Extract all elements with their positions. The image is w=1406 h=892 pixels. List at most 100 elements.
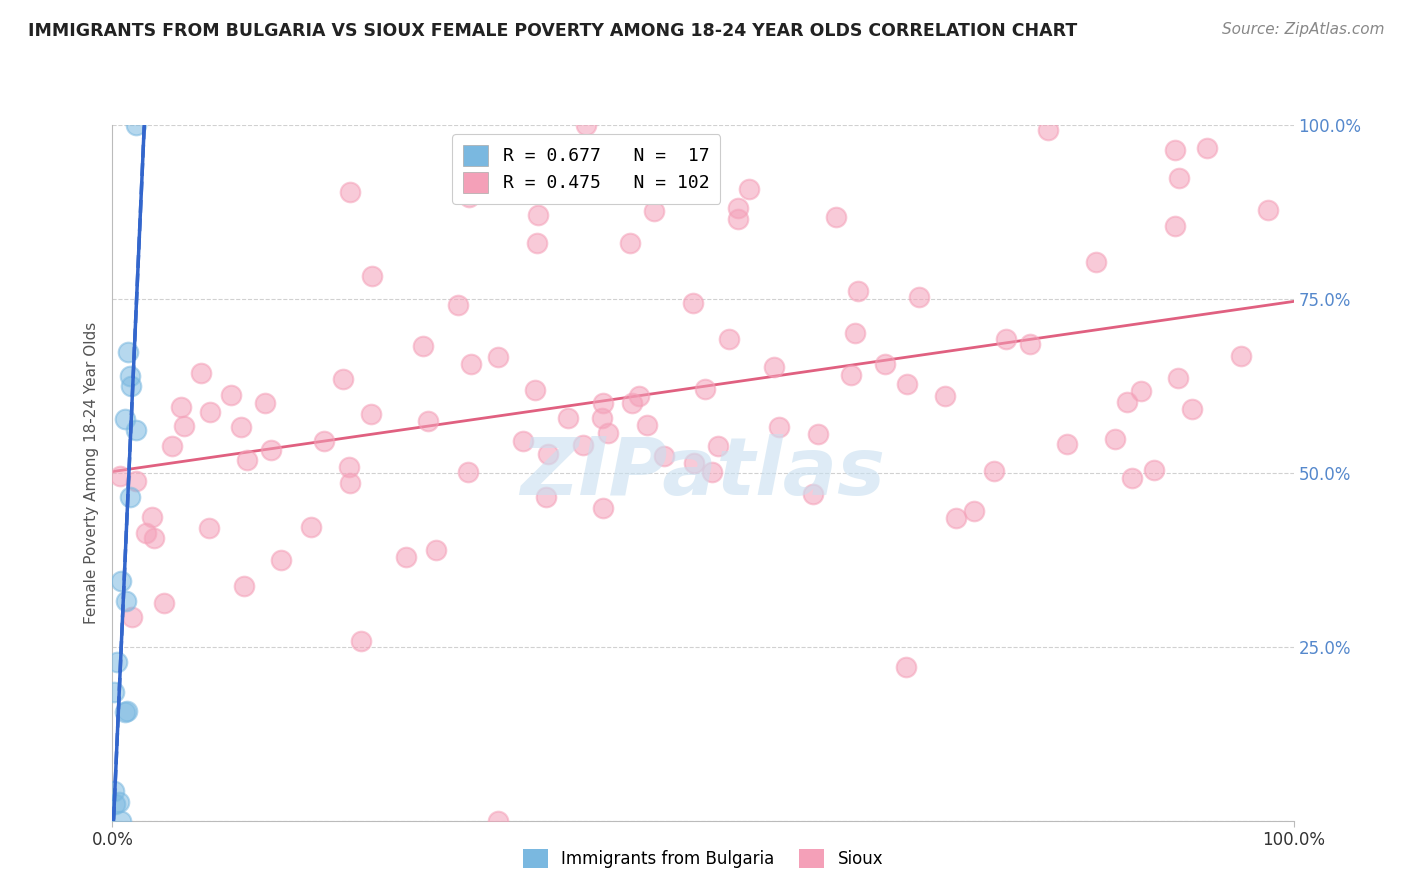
Point	[190, 366, 212, 380]
Point	[160, 439, 183, 453]
Point	[314, 434, 336, 448]
Point	[1143, 463, 1166, 477]
Point	[682, 456, 704, 470]
Point	[170, 401, 193, 415]
Point	[619, 236, 641, 251]
Point	[1115, 395, 1137, 409]
Point	[425, 543, 447, 558]
Point	[702, 465, 724, 479]
Point	[620, 396, 643, 410]
Point	[591, 410, 613, 425]
Point	[117, 344, 139, 359]
Point	[219, 388, 242, 402]
Point	[114, 705, 136, 719]
Point	[1181, 402, 1204, 417]
Point	[121, 610, 143, 624]
Point	[254, 396, 277, 410]
Point	[762, 360, 785, 375]
Text: IMMIGRANTS FROM BULGARIA VS SIOUX FEMALE POVERTY AMONG 18-24 YEAR OLDS CORRELATI: IMMIGRANTS FROM BULGARIA VS SIOUX FEMALE…	[28, 22, 1077, 40]
Point	[198, 405, 221, 419]
Point	[1084, 255, 1107, 269]
Point	[124, 474, 146, 488]
Point	[537, 447, 560, 461]
Point	[844, 326, 866, 340]
Point	[460, 357, 482, 371]
Point	[412, 339, 434, 353]
Point	[104, 797, 127, 811]
Point	[896, 377, 918, 392]
Point	[848, 284, 870, 298]
Point	[738, 182, 761, 196]
Point	[110, 574, 132, 589]
Point	[908, 290, 931, 304]
Point	[983, 464, 1005, 478]
Point	[458, 190, 481, 204]
Point	[592, 500, 614, 515]
Point	[575, 118, 598, 132]
Point	[260, 443, 283, 458]
Y-axis label: Female Poverty Among 18-24 Year Olds: Female Poverty Among 18-24 Year Olds	[83, 322, 98, 624]
Point	[824, 210, 846, 224]
Point	[118, 369, 141, 384]
Point	[231, 420, 253, 434]
Point	[486, 814, 509, 828]
Point	[299, 519, 322, 533]
Point	[110, 814, 132, 828]
Point	[1036, 123, 1059, 137]
Point	[236, 452, 259, 467]
Point	[125, 423, 148, 437]
Point	[682, 295, 704, 310]
Point	[1195, 141, 1218, 155]
Point	[233, 580, 256, 594]
Point	[270, 553, 292, 567]
Point	[1104, 432, 1126, 446]
Point	[115, 594, 138, 608]
Point	[1164, 219, 1187, 234]
Point	[995, 332, 1018, 346]
Point	[527, 208, 550, 222]
Text: ZIPatlas: ZIPatlas	[520, 434, 886, 512]
Point	[486, 350, 509, 364]
Point	[963, 503, 986, 517]
Point	[339, 476, 361, 491]
Point	[534, 490, 557, 504]
Point	[652, 450, 675, 464]
Point	[727, 212, 749, 227]
Point	[768, 420, 790, 434]
Point	[1121, 470, 1143, 484]
Point	[103, 784, 125, 798]
Point	[571, 438, 593, 452]
Point	[120, 491, 142, 505]
Point	[350, 634, 373, 648]
Point	[598, 425, 620, 440]
Point	[337, 460, 360, 475]
Point	[135, 526, 157, 541]
Point	[841, 368, 863, 383]
Point	[142, 531, 165, 545]
Point	[1167, 370, 1189, 384]
Point	[706, 439, 728, 453]
Point	[627, 389, 650, 403]
Point	[643, 203, 665, 218]
Point	[523, 383, 546, 397]
Point	[894, 660, 917, 674]
Text: Source: ZipAtlas.com: Source: ZipAtlas.com	[1222, 22, 1385, 37]
Point	[636, 417, 658, 432]
Point	[447, 298, 470, 312]
Point	[801, 486, 824, 500]
Point	[152, 596, 174, 610]
Point	[1019, 337, 1042, 351]
Point	[727, 201, 749, 215]
Point	[395, 550, 418, 565]
Point	[360, 407, 382, 421]
Legend: Immigrants from Bulgaria, Sioux: Immigrants from Bulgaria, Sioux	[516, 842, 890, 875]
Point	[451, 163, 474, 178]
Point	[1056, 436, 1078, 450]
Point	[332, 372, 354, 386]
Point	[557, 411, 579, 425]
Point	[197, 521, 219, 535]
Point	[117, 704, 139, 718]
Point	[717, 332, 740, 346]
Point	[125, 118, 148, 132]
Point	[873, 357, 896, 371]
